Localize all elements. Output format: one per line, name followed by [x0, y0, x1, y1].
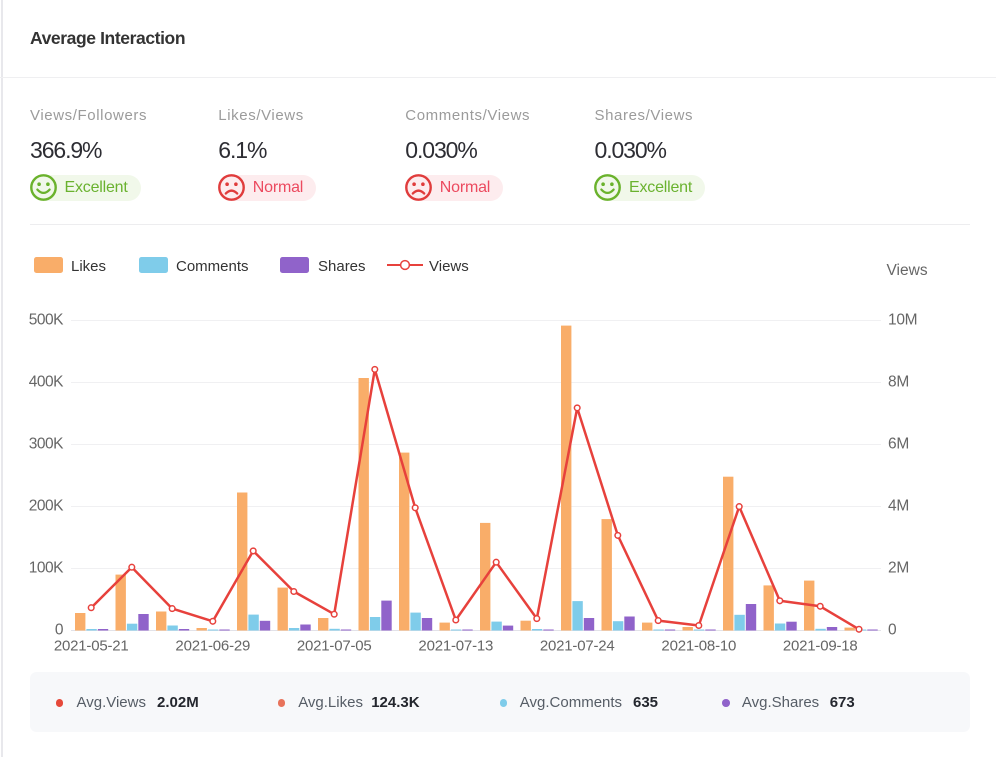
svg-text:0: 0 [55, 622, 64, 639]
svg-text:2021-07-13: 2021-07-13 [418, 638, 493, 655]
svg-text:500K: 500K [29, 312, 64, 329]
svg-text:8M: 8M [888, 374, 909, 391]
svg-text:2M: 2M [888, 560, 909, 577]
svg-text:300K: 300K [29, 436, 64, 453]
svg-text:2021-05-21: 2021-05-21 [54, 638, 129, 655]
svg-text:2021-09-18: 2021-09-18 [783, 638, 858, 655]
svg-text:2021-07-24: 2021-07-24 [540, 638, 615, 655]
svg-text:2021-07-05: 2021-07-05 [297, 638, 372, 655]
svg-text:100K: 100K [29, 560, 64, 577]
svg-text:6M: 6M [888, 436, 909, 453]
svg-text:2021-08-10: 2021-08-10 [661, 638, 736, 655]
svg-text:4M: 4M [888, 498, 909, 515]
svg-text:400K: 400K [29, 374, 64, 391]
svg-text:2021-06-29: 2021-06-29 [175, 638, 250, 655]
svg-text:10M: 10M [888, 312, 917, 329]
svg-text:0: 0 [888, 622, 897, 639]
svg-text:200K: 200K [29, 498, 64, 515]
